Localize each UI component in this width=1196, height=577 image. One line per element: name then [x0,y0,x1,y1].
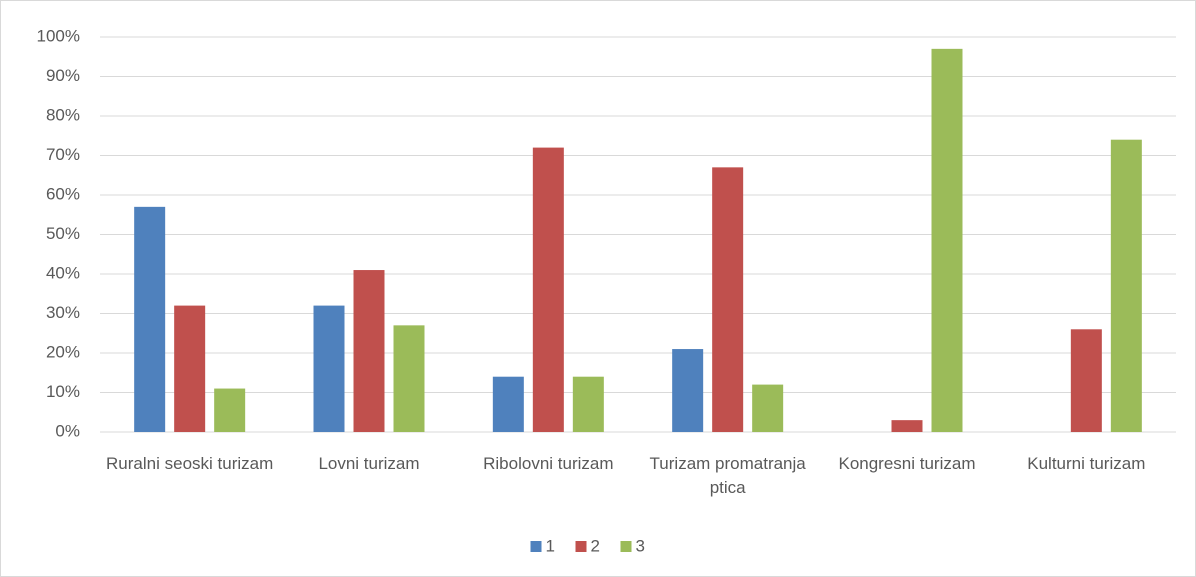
y-tick-label: 10% [46,382,80,401]
y-tick-label: 0% [55,421,80,440]
legend-label: 2 [591,536,600,555]
legend-swatch [530,541,542,552]
bar [174,305,206,432]
x-tick-label: Ruralni seoski turizam [106,454,274,473]
x-tick-label: Kulturni turizam [1027,454,1146,473]
bar [353,270,385,432]
x-tick-label: Turizam promatranja ptica [649,454,806,497]
bar [214,388,246,432]
bar [572,376,604,432]
legend-swatch [620,541,632,552]
y-tick-label: 70% [46,145,80,164]
bar [393,325,425,432]
y-tick-label: 40% [46,263,80,282]
y-tick-label: 50% [46,224,80,243]
bar [1110,139,1142,432]
bar [532,147,564,432]
bar [931,48,963,432]
bar [492,376,524,432]
legend-label: 3 [636,536,645,555]
x-tick-label: Kongresni turizam [838,454,976,473]
y-tick-label: 60% [46,184,80,203]
bar [1070,329,1102,432]
y-tick-label: 80% [46,105,80,124]
bar [313,305,345,432]
y-tick-label: 90% [46,66,80,85]
x-tick-label: Ribolovni turizam [483,454,614,473]
legend-swatch [575,541,587,552]
y-tick-label: 20% [46,342,80,361]
bar [752,384,784,432]
y-tick-label: 30% [46,303,80,322]
y-tick-label: 100% [37,26,80,45]
bar [891,420,923,432]
legend-label: 1 [546,536,555,555]
bar [134,206,166,432]
bar [672,349,704,432]
bar [712,167,744,432]
x-tick-label: Lovni turizam [318,454,420,473]
